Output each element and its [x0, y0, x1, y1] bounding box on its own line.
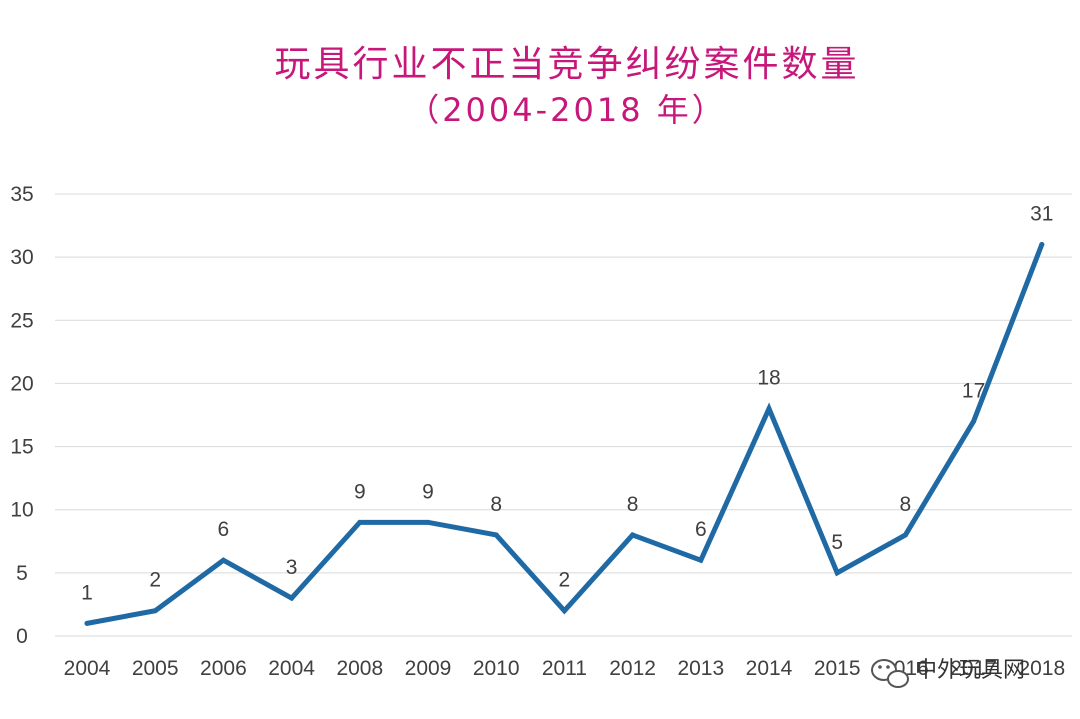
data-point [902, 532, 908, 538]
data-label: 3 [286, 556, 298, 579]
data-label: 6 [695, 518, 707, 541]
data-point [84, 620, 90, 626]
y-tick-label: 0 [16, 625, 28, 648]
series-layer [84, 242, 1045, 626]
data-point [493, 532, 499, 538]
watermark: 中外玩具网 [871, 658, 1025, 688]
data-label: 17 [962, 379, 985, 402]
x-tick-label: 2004 [64, 657, 111, 680]
x-tick-label: 2009 [405, 657, 452, 680]
x-tick-label: 2012 [609, 657, 656, 680]
data-label: 5 [831, 531, 843, 554]
data-label: 31 [1030, 203, 1053, 226]
y-tick-label: 30 [10, 246, 33, 269]
data-point [152, 608, 158, 614]
x-tick-label: 2006 [200, 657, 247, 680]
data-point [1039, 242, 1045, 248]
data-label: 8 [490, 493, 502, 516]
data-point [425, 519, 431, 525]
x-tick-label: 2014 [746, 657, 793, 680]
gridlines [55, 193, 1072, 637]
x-tick-label: 2004 [268, 657, 315, 680]
data-label: 8 [627, 493, 639, 516]
data-point [289, 595, 295, 601]
data-label: 9 [422, 480, 434, 503]
data-label: 8 [900, 493, 912, 516]
chart-subtitle: （2004-2018 年） [407, 91, 727, 129]
wechat-icon [871, 659, 909, 688]
chart-title: 玩具行业不正当竞争纠纷案件数量 [274, 44, 859, 85]
data-point [766, 406, 772, 412]
data-label: 2 [559, 569, 571, 592]
y-tick-label: 15 [10, 436, 33, 459]
data-label: 6 [218, 518, 230, 541]
x-axis: 2004 2005 2006 2004 2008 2009 2010 2011 2012 2013… [64, 657, 1066, 680]
data-point [971, 418, 977, 424]
y-tick-label: 25 [10, 309, 33, 332]
x-tick-label: 2005 [132, 657, 179, 680]
data-point [630, 532, 636, 538]
data-label: 9 [354, 480, 366, 503]
data-point [698, 557, 704, 563]
y-axis: 0 5 10 15 20 25 30 35 [10, 183, 33, 648]
y-tick-label: 10 [10, 499, 33, 522]
y-tick-label: 5 [16, 562, 28, 585]
x-tick-label: 2017 [950, 657, 997, 680]
x-tick-label: 2015 [814, 657, 861, 680]
data-label: 2 [149, 569, 161, 592]
data-point [357, 519, 363, 525]
y-tick-label: 35 [10, 183, 33, 206]
data-label: 18 [757, 367, 780, 390]
watermark-text: 中外玩具网 [915, 658, 1025, 683]
series-line [84, 242, 1045, 626]
data-point [834, 570, 840, 576]
x-tick-label: 2010 [473, 657, 520, 680]
data-point [220, 557, 226, 563]
data-point [561, 608, 567, 614]
data-label: 1 [81, 581, 93, 604]
x-tick-label: 2018 [1018, 657, 1065, 680]
data-labels: 1 2 6 3 9 9 8 2 8 6 18 5 8 17 31 [81, 203, 1053, 605]
x-tick-label: 2008 [336, 657, 383, 680]
x-tick-label: 2013 [677, 657, 724, 680]
x-tick-label: 2011 [542, 657, 587, 680]
y-tick-label: 20 [10, 372, 33, 395]
